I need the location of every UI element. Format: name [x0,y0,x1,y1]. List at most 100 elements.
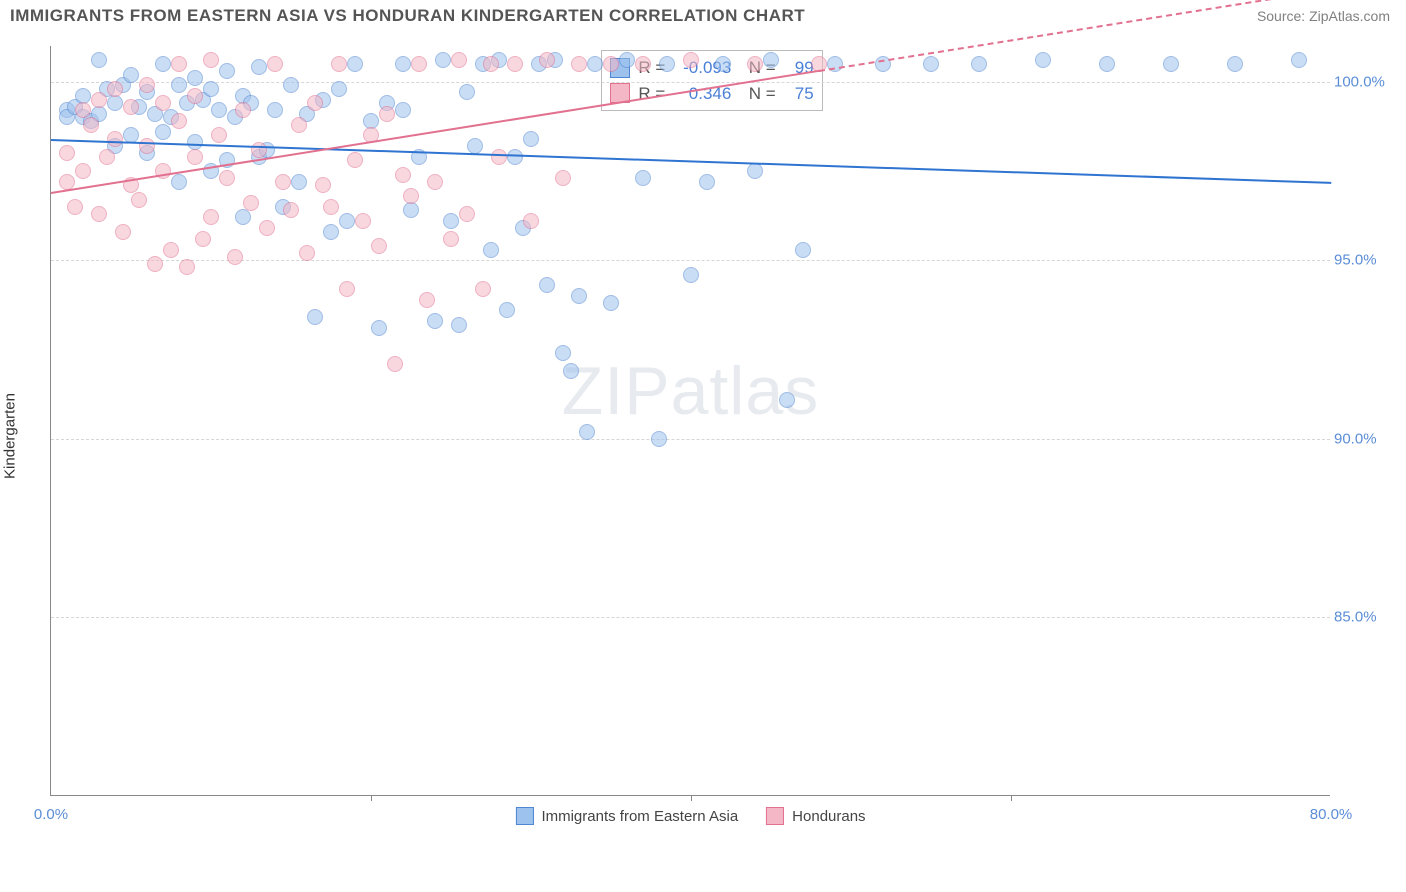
data-point [419,292,435,308]
gridline [51,439,1330,440]
data-point [187,88,203,104]
watermark: ZIPatlas [562,352,819,430]
data-point [795,242,811,258]
legend-item: Immigrants from Eastern Asia [515,807,738,825]
data-point [451,52,467,68]
data-point [235,102,251,118]
data-point [371,320,387,336]
data-point [387,356,403,372]
y-tick-label: 90.0% [1334,430,1394,447]
data-point [603,56,619,72]
plot-area: ZIPatlas R =-0.093 N =99R =0.346 N =75 I… [50,46,1330,796]
data-point [507,56,523,72]
data-point [171,113,187,129]
data-point [331,56,347,72]
data-point [635,56,651,72]
y-tick-label: 95.0% [1334,252,1394,269]
data-point [659,56,675,72]
legend-label: Immigrants from Eastern Asia [541,808,738,825]
data-point [475,281,491,297]
data-point [171,77,187,93]
data-point [67,199,83,215]
data-point [123,67,139,83]
data-point [91,52,107,68]
data-point [923,56,939,72]
data-point [163,242,179,258]
data-point [187,70,203,86]
data-point [123,99,139,115]
data-point [211,127,227,143]
data-point [219,63,235,79]
data-point [1291,52,1307,68]
data-point [715,56,731,72]
x-tick-label: 80.0% [1310,806,1353,823]
data-point [683,52,699,68]
data-point [203,81,219,97]
data-point [147,256,163,272]
data-point [403,202,419,218]
data-point [619,52,635,68]
data-point [1227,56,1243,72]
data-point [259,220,275,236]
data-point [747,163,763,179]
data-point [195,231,211,247]
data-point [171,56,187,72]
data-point [699,174,715,190]
x-tick-label: 0.0% [34,806,68,823]
data-point [563,363,579,379]
data-point [291,174,307,190]
data-point [139,138,155,154]
data-point [283,202,299,218]
data-point [227,249,243,265]
data-point [91,206,107,222]
y-axis-label: Kindergarten [2,393,19,479]
data-point [395,56,411,72]
data-point [395,167,411,183]
data-point [523,213,539,229]
data-point [491,149,507,165]
data-point [75,163,91,179]
data-point [307,309,323,325]
data-point [523,131,539,147]
data-point [131,192,147,208]
data-point [555,170,571,186]
data-point [403,188,419,204]
data-point [971,56,987,72]
data-point [91,92,107,108]
data-point [571,56,587,72]
data-point [579,424,595,440]
legend-label: Hondurans [792,808,865,825]
data-point [203,209,219,225]
data-point [355,213,371,229]
x-tick-mark [1011,795,1012,801]
data-point [83,117,99,133]
data-point [539,52,555,68]
data-point [1163,56,1179,72]
data-point [683,267,699,283]
data-point [59,145,75,161]
data-point [483,242,499,258]
data-point [1099,56,1115,72]
data-point [155,124,171,140]
chart-container: Kindergarten ZIPatlas R =-0.093 N =99R =… [50,46,1390,826]
data-point [467,138,483,154]
data-point [435,52,451,68]
x-tick-mark [691,795,692,801]
data-point [411,56,427,72]
data-point [211,102,227,118]
data-point [555,345,571,361]
data-point [107,95,123,111]
data-point [747,56,763,72]
data-point [275,174,291,190]
data-point [315,177,331,193]
data-point [603,295,619,311]
legend-item: Hondurans [766,807,865,825]
legend-r-key: R = [638,81,665,107]
data-point [267,102,283,118]
legend-row: R =0.346 N =75 [610,81,813,107]
data-point [59,174,75,190]
legend-swatch [766,807,784,825]
data-point [347,152,363,168]
data-point [219,170,235,186]
data-point [235,209,251,225]
